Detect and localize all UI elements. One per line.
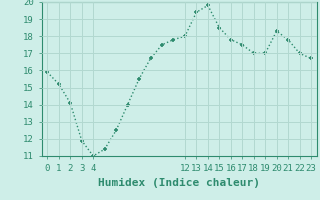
- X-axis label: Humidex (Indice chaleur): Humidex (Indice chaleur): [98, 178, 260, 188]
